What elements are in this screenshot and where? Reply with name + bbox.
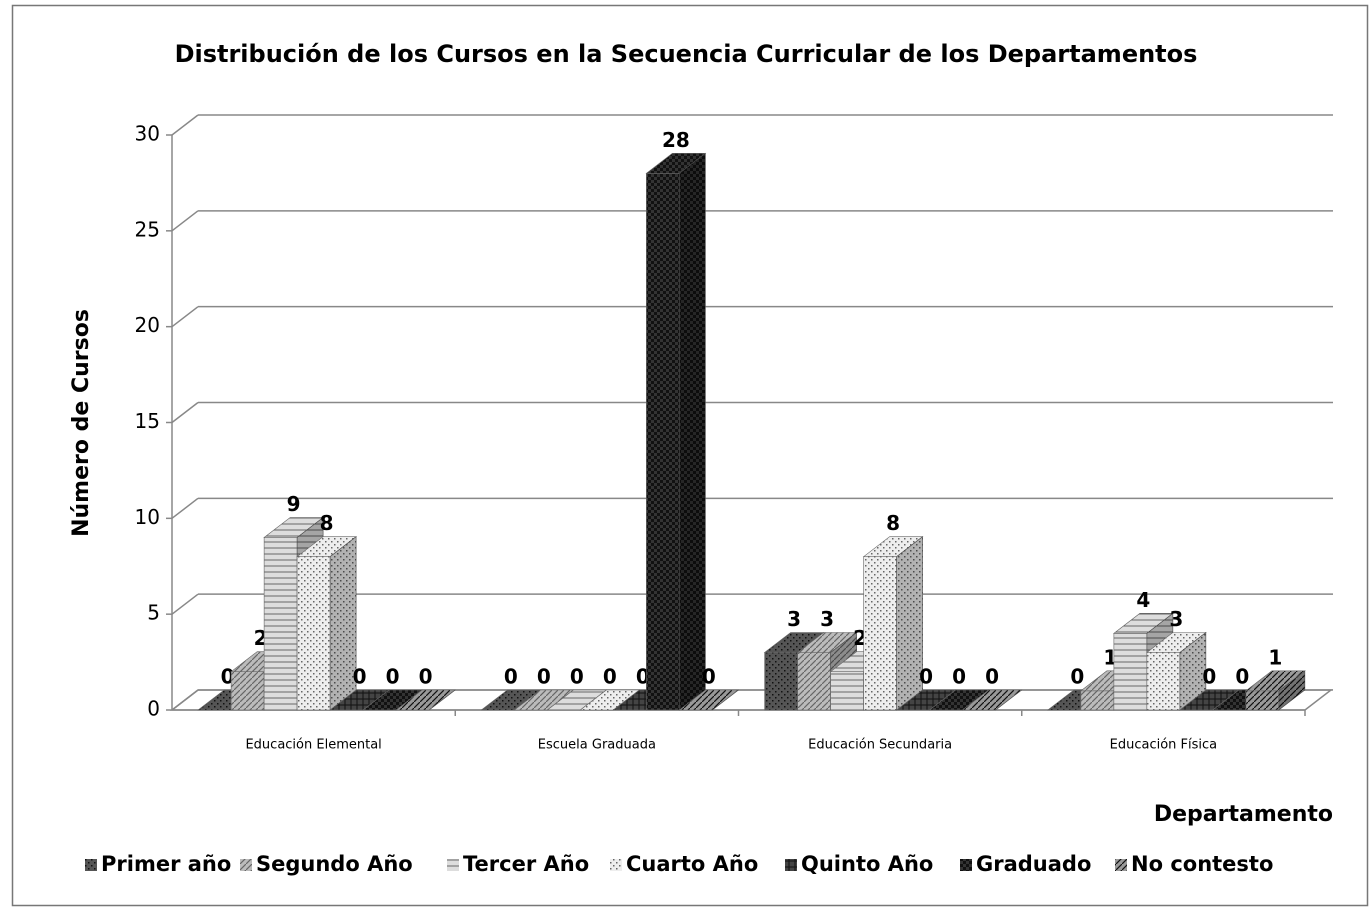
- y-tick-label: 5: [147, 601, 160, 625]
- bar-side: [428, 689, 456, 711]
- data-label: 0: [603, 665, 617, 689]
- y-tick-label: 15: [135, 409, 160, 433]
- legend-label: Quinto Año: [801, 852, 933, 876]
- data-label: 0: [353, 665, 367, 689]
- data-label: 0: [1202, 665, 1216, 689]
- bar: [830, 671, 864, 711]
- x-tick-label: Educación Física: [1110, 738, 1218, 753]
- bar: [1080, 690, 1115, 711]
- data-label: 9: [287, 492, 301, 516]
- legend-swatch: [960, 859, 972, 871]
- bar-side-shade: [1278, 670, 1305, 710]
- grid-wall-line: [171, 306, 199, 328]
- bar: [296, 556, 331, 711]
- y-tick-label: 10: [135, 505, 160, 529]
- x-axis-title: Departamento: [1154, 802, 1333, 827]
- grid-wall-line: [171, 689, 199, 711]
- bar: [263, 537, 298, 711]
- y-axis-title: Número de Cursos: [69, 309, 94, 537]
- legend-label: Cuarto Año: [626, 852, 758, 876]
- data-label: 4: [1136, 588, 1150, 612]
- legend-label: Segundo Año: [256, 852, 413, 876]
- bar-side: [712, 689, 739, 711]
- grid-wall-line: [171, 593, 199, 615]
- y-tick-label: 0: [147, 697, 160, 721]
- data-label: 0: [702, 665, 716, 689]
- y-tick-label: 30: [135, 122, 160, 146]
- bar: [1146, 652, 1181, 711]
- y-tick-label: 20: [135, 313, 160, 337]
- bar: [1245, 690, 1280, 711]
- data-label: 28: [662, 128, 690, 152]
- x-tick-label: Escuela Graduada: [538, 738, 656, 753]
- grid-wall-line: [171, 210, 199, 232]
- legend-swatch: [447, 859, 459, 871]
- legend-swatch: [240, 859, 252, 871]
- data-label: 3: [820, 607, 834, 631]
- data-label: 0: [1235, 665, 1249, 689]
- data-label: 0: [952, 665, 966, 689]
- data-label: 3: [1169, 607, 1183, 631]
- bar-side-shade: [679, 153, 706, 711]
- grid-wall-line: [171, 401, 199, 424]
- data-label: 1: [1268, 645, 1282, 669]
- bar-side-shade: [1179, 632, 1206, 710]
- legend-swatch: [785, 859, 797, 871]
- legend-swatch: [610, 859, 622, 871]
- legend-swatch: [85, 859, 97, 871]
- x-tick-label: Educación Secundaria: [808, 738, 952, 753]
- bar: [1113, 633, 1148, 711]
- data-label: 0: [386, 665, 400, 689]
- bar-side-shade: [896, 536, 923, 710]
- grid-wall-line: [171, 114, 199, 136]
- bar-side-shade: [330, 536, 357, 710]
- legend-label: Primer año: [101, 852, 231, 876]
- data-label: 0: [570, 665, 584, 689]
- data-label: 0: [985, 665, 999, 689]
- x-tick-label: Educación Elemental: [245, 738, 381, 753]
- y-tick-label: 25: [135, 217, 160, 241]
- data-label: 0: [919, 665, 933, 689]
- chart-title: Distribución de los Cursos en la Secuenc…: [175, 40, 1198, 68]
- bar: [646, 173, 680, 711]
- bar-side: [1278, 670, 1306, 711]
- legend-swatch: [1115, 859, 1127, 871]
- bar-top: [961, 689, 1023, 711]
- legend-label: Graduado: [976, 852, 1091, 876]
- data-label: 0: [504, 665, 518, 689]
- data-label: 8: [886, 511, 900, 535]
- data-label: 0: [537, 665, 551, 689]
- bar: [863, 556, 897, 711]
- data-label: 8: [320, 511, 334, 535]
- legend-label: No contesto: [1131, 852, 1273, 876]
- grid-wall-line: [171, 497, 199, 519]
- data-label: 3: [787, 607, 801, 631]
- bar: [230, 671, 265, 711]
- bar: [797, 652, 831, 711]
- data-label: 0: [419, 665, 433, 689]
- bar: [764, 652, 798, 711]
- legend-label: Tercer Año: [463, 852, 589, 876]
- data-label: 0: [1070, 665, 1084, 689]
